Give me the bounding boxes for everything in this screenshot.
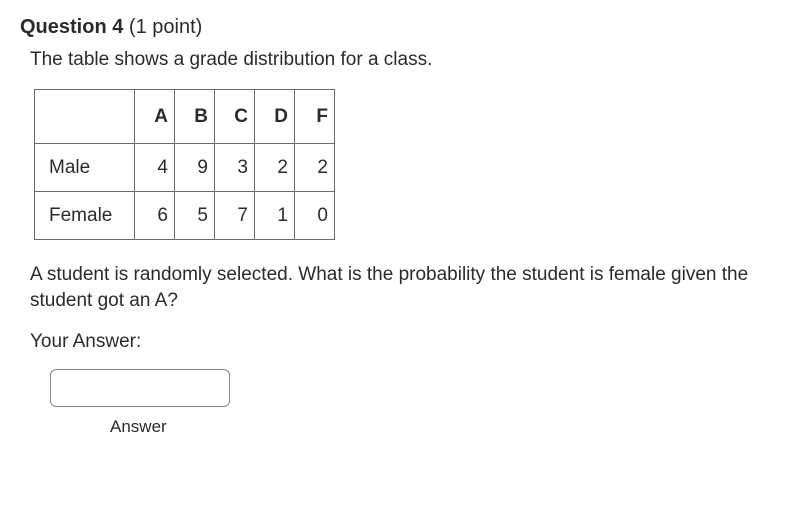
- table-corner-cell: [35, 90, 135, 144]
- your-answer-label: Your Answer:: [30, 331, 780, 353]
- table-header-row: A B C D F: [35, 90, 335, 144]
- table-cell: 6: [135, 192, 175, 240]
- question-followup: A student is randomly selected. What is …: [30, 262, 780, 313]
- table-row: Male 4 9 3 2 2: [35, 144, 335, 192]
- col-header: C: [215, 90, 255, 144]
- question-heading: Question 4 (1 point): [20, 16, 780, 39]
- table-cell: 7: [215, 192, 255, 240]
- question-prompt: The table shows a grade distribution for…: [30, 49, 780, 71]
- table-cell: 2: [255, 144, 295, 192]
- question-points: (1 point): [129, 16, 202, 38]
- row-label: Male: [35, 144, 135, 192]
- table-cell: 5: [175, 192, 215, 240]
- answer-input[interactable]: [50, 369, 230, 407]
- table-row: Female 6 5 7 1 0: [35, 192, 335, 240]
- question-number: Question 4: [20, 16, 123, 38]
- row-label: Female: [35, 192, 135, 240]
- table-cell: 3: [215, 144, 255, 192]
- table-cell: 2: [295, 144, 335, 192]
- table-cell: 4: [135, 144, 175, 192]
- col-header: F: [295, 90, 335, 144]
- grade-distribution-table: A B C D F Male 4 9 3 2 2 Female 6 5 7 1 …: [34, 89, 335, 240]
- col-header: D: [255, 90, 295, 144]
- col-header: A: [135, 90, 175, 144]
- table-cell: 1: [255, 192, 295, 240]
- table-cell: 0: [295, 192, 335, 240]
- answer-caption: Answer: [110, 417, 780, 437]
- table-cell: 9: [175, 144, 215, 192]
- col-header: B: [175, 90, 215, 144]
